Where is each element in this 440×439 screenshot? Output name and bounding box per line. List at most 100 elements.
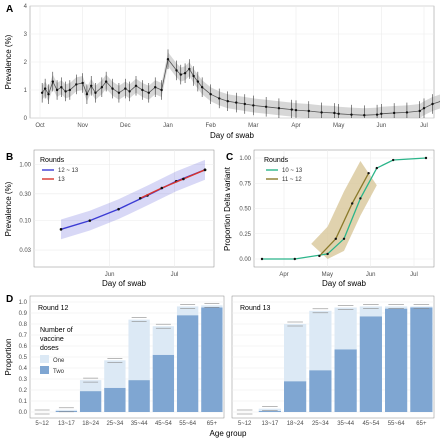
panel-a-y-tick-label: 1 bbox=[24, 88, 28, 94]
panel-a-point bbox=[243, 102, 246, 106]
panel-c-legend-label-10-13: 10 ~ 13 bbox=[282, 168, 303, 174]
panel-b-point bbox=[138, 196, 142, 200]
panel-d-x-tick-label: 18~24 bbox=[82, 421, 100, 427]
panel-a-y-ticks: 0 1 2 3 4 bbox=[24, 4, 28, 122]
panel-c-y-tick-label: 0.50 bbox=[239, 207, 251, 213]
panel-a-point bbox=[380, 112, 383, 116]
panel-a-x-title: Day of swab bbox=[210, 131, 255, 140]
panel-d-y-tick-label: 0.4 bbox=[19, 366, 28, 372]
panel-a-y-title: Prevalence (%) bbox=[4, 34, 13, 89]
panel-c-point bbox=[334, 237, 337, 240]
panel-c-point bbox=[367, 171, 370, 175]
panel-c-x-tick-label: May bbox=[322, 272, 333, 278]
panel-a-y-tick-label: 3 bbox=[24, 32, 28, 38]
panel-d-bar-two bbox=[201, 307, 223, 412]
panel-d-bar-two bbox=[359, 316, 382, 412]
panel-b-y-tick-label: 0.10 bbox=[19, 219, 31, 225]
panel-a-point bbox=[277, 107, 281, 110]
panel-d-x-tick-label: 35~44 bbox=[131, 421, 149, 427]
panel-c-point bbox=[359, 197, 362, 200]
panel-a-x-tick-label: Jun bbox=[376, 123, 386, 129]
panel-b-x-tick-label: Jun bbox=[105, 272, 115, 278]
panel-a: A 0 1 2 3 4 Oct Nov Dec Jan Feb Mar Apr May Jun Jul D… bbox=[4, 4, 440, 140]
panel-d-bar-one bbox=[55, 409, 78, 411]
panel-d-strip-round-13: Round 13 bbox=[240, 305, 270, 312]
panel-d-x-ticks: 5~12 13~17 18~24 25~34 35~44 45~54 55~64 65+ 5~1… bbox=[35, 421, 427, 427]
panel-d-bar-one bbox=[284, 324, 307, 382]
panel-c-legend-title: Rounds bbox=[264, 157, 289, 164]
panel-a-y-tick-label: 2 bbox=[24, 60, 28, 66]
panel-c-x-tick-label: Jul bbox=[410, 272, 418, 278]
panel-c-point bbox=[342, 237, 346, 240]
panel-a-x-tick-label: Feb bbox=[205, 123, 216, 129]
panel-a-x-tick-label: Oct bbox=[35, 123, 45, 129]
panel-c-series-line bbox=[262, 157, 427, 260]
panel-c-legend: Rounds 10 ~ 13 11 ~ 12 bbox=[264, 157, 303, 183]
panel-a-x-tick-label: May bbox=[333, 123, 344, 129]
panel-a-point bbox=[60, 86, 63, 89]
panel-b-point bbox=[59, 228, 63, 231]
panel-a-point bbox=[188, 67, 191, 71]
panel-a-point bbox=[209, 93, 212, 96]
panel-d-y-tick-label: 0.1 bbox=[19, 399, 28, 405]
panel-c-point bbox=[424, 156, 428, 160]
panel-b-point bbox=[203, 168, 207, 172]
panel-a-point bbox=[294, 108, 298, 112]
panel-d-bar-one bbox=[258, 408, 281, 411]
panel-d-bar-one bbox=[309, 310, 332, 371]
panel-b-series bbox=[59, 168, 207, 231]
panel-a-point bbox=[226, 100, 229, 103]
panel-d-y-ticks: 0.0 0.1 0.2 0.3 0.4 0.5 0.6 0.7 0.8 0.9 1.0 bbox=[19, 300, 28, 416]
panel-a-point bbox=[81, 81, 84, 85]
panel-a-x-tick-label: Jul bbox=[420, 123, 428, 129]
panel-b-frame bbox=[33, 149, 215, 268]
panel-b-grid bbox=[34, 150, 214, 267]
panel-c-point bbox=[326, 252, 329, 256]
panel-c-point bbox=[392, 158, 395, 162]
panel-c-y-title: Proportion Delta variant bbox=[223, 166, 232, 251]
panel-d-bar-two bbox=[79, 391, 102, 412]
panel-a-point bbox=[392, 111, 396, 115]
panel-b-point bbox=[182, 177, 185, 181]
panel-d-bar-one bbox=[201, 305, 223, 308]
panel-a-point bbox=[431, 102, 434, 106]
panel-d-bar-two bbox=[385, 308, 408, 412]
panel-c-point bbox=[318, 254, 321, 258]
panel-a-point bbox=[43, 87, 47, 90]
panel-a-x-ticks: Oct Nov Dec Jan Feb Mar Apr May Jun Jul bbox=[35, 123, 428, 129]
panel-d-bar-two bbox=[55, 410, 78, 412]
panel-d-x-title: Age group bbox=[210, 429, 247, 438]
panel-d-legend-swatch-one bbox=[40, 355, 49, 363]
panel-a-point bbox=[363, 114, 366, 117]
panel-d-bar-one bbox=[334, 307, 357, 350]
panel-d-letter: D bbox=[6, 294, 13, 305]
panel-d-x-tick-label: 45~54 bbox=[155, 421, 173, 427]
panel-c-x-title: Day of swab bbox=[322, 279, 367, 288]
panel-a-point bbox=[264, 105, 268, 109]
panel-a-point bbox=[307, 109, 310, 113]
panel-d-x-tick-label: 5~12 bbox=[35, 421, 49, 427]
panel-a-point bbox=[64, 90, 67, 93]
panel-a-smooth-line bbox=[41, 58, 440, 116]
panel-d-bar-two bbox=[334, 349, 357, 412]
panel-d-x-tick-label: 55~64 bbox=[388, 421, 406, 427]
panel-a-point bbox=[117, 91, 121, 95]
panel-b-y-tick-label: 1.00 bbox=[19, 162, 31, 168]
panel-d-legend-title-line-3: doses bbox=[40, 345, 59, 352]
panel-a-letter: A bbox=[6, 4, 13, 15]
panel-a-x-tick-label: Dec bbox=[120, 123, 131, 129]
panel-a-point bbox=[55, 88, 59, 92]
panel-a-point bbox=[235, 101, 238, 104]
panel-a-point bbox=[252, 104, 255, 107]
panel-b-letter: B bbox=[6, 152, 13, 163]
panel-c-y-tick-label: 0.25 bbox=[239, 232, 251, 238]
panel-a-point bbox=[141, 88, 144, 92]
panel-a-point bbox=[183, 72, 187, 75]
panel-d: D Proportion Age group 0.00.10.20.30.40.… bbox=[4, 294, 435, 438]
panel-d-y-tick-label: 0.8 bbox=[19, 322, 28, 328]
panel-d-bar-two bbox=[284, 381, 307, 412]
panel-d-legend-label-two: Two bbox=[53, 369, 65, 375]
panel-a-point bbox=[290, 108, 293, 111]
panel-d-bar-one bbox=[359, 306, 382, 317]
panel-a-point bbox=[104, 80, 108, 83]
